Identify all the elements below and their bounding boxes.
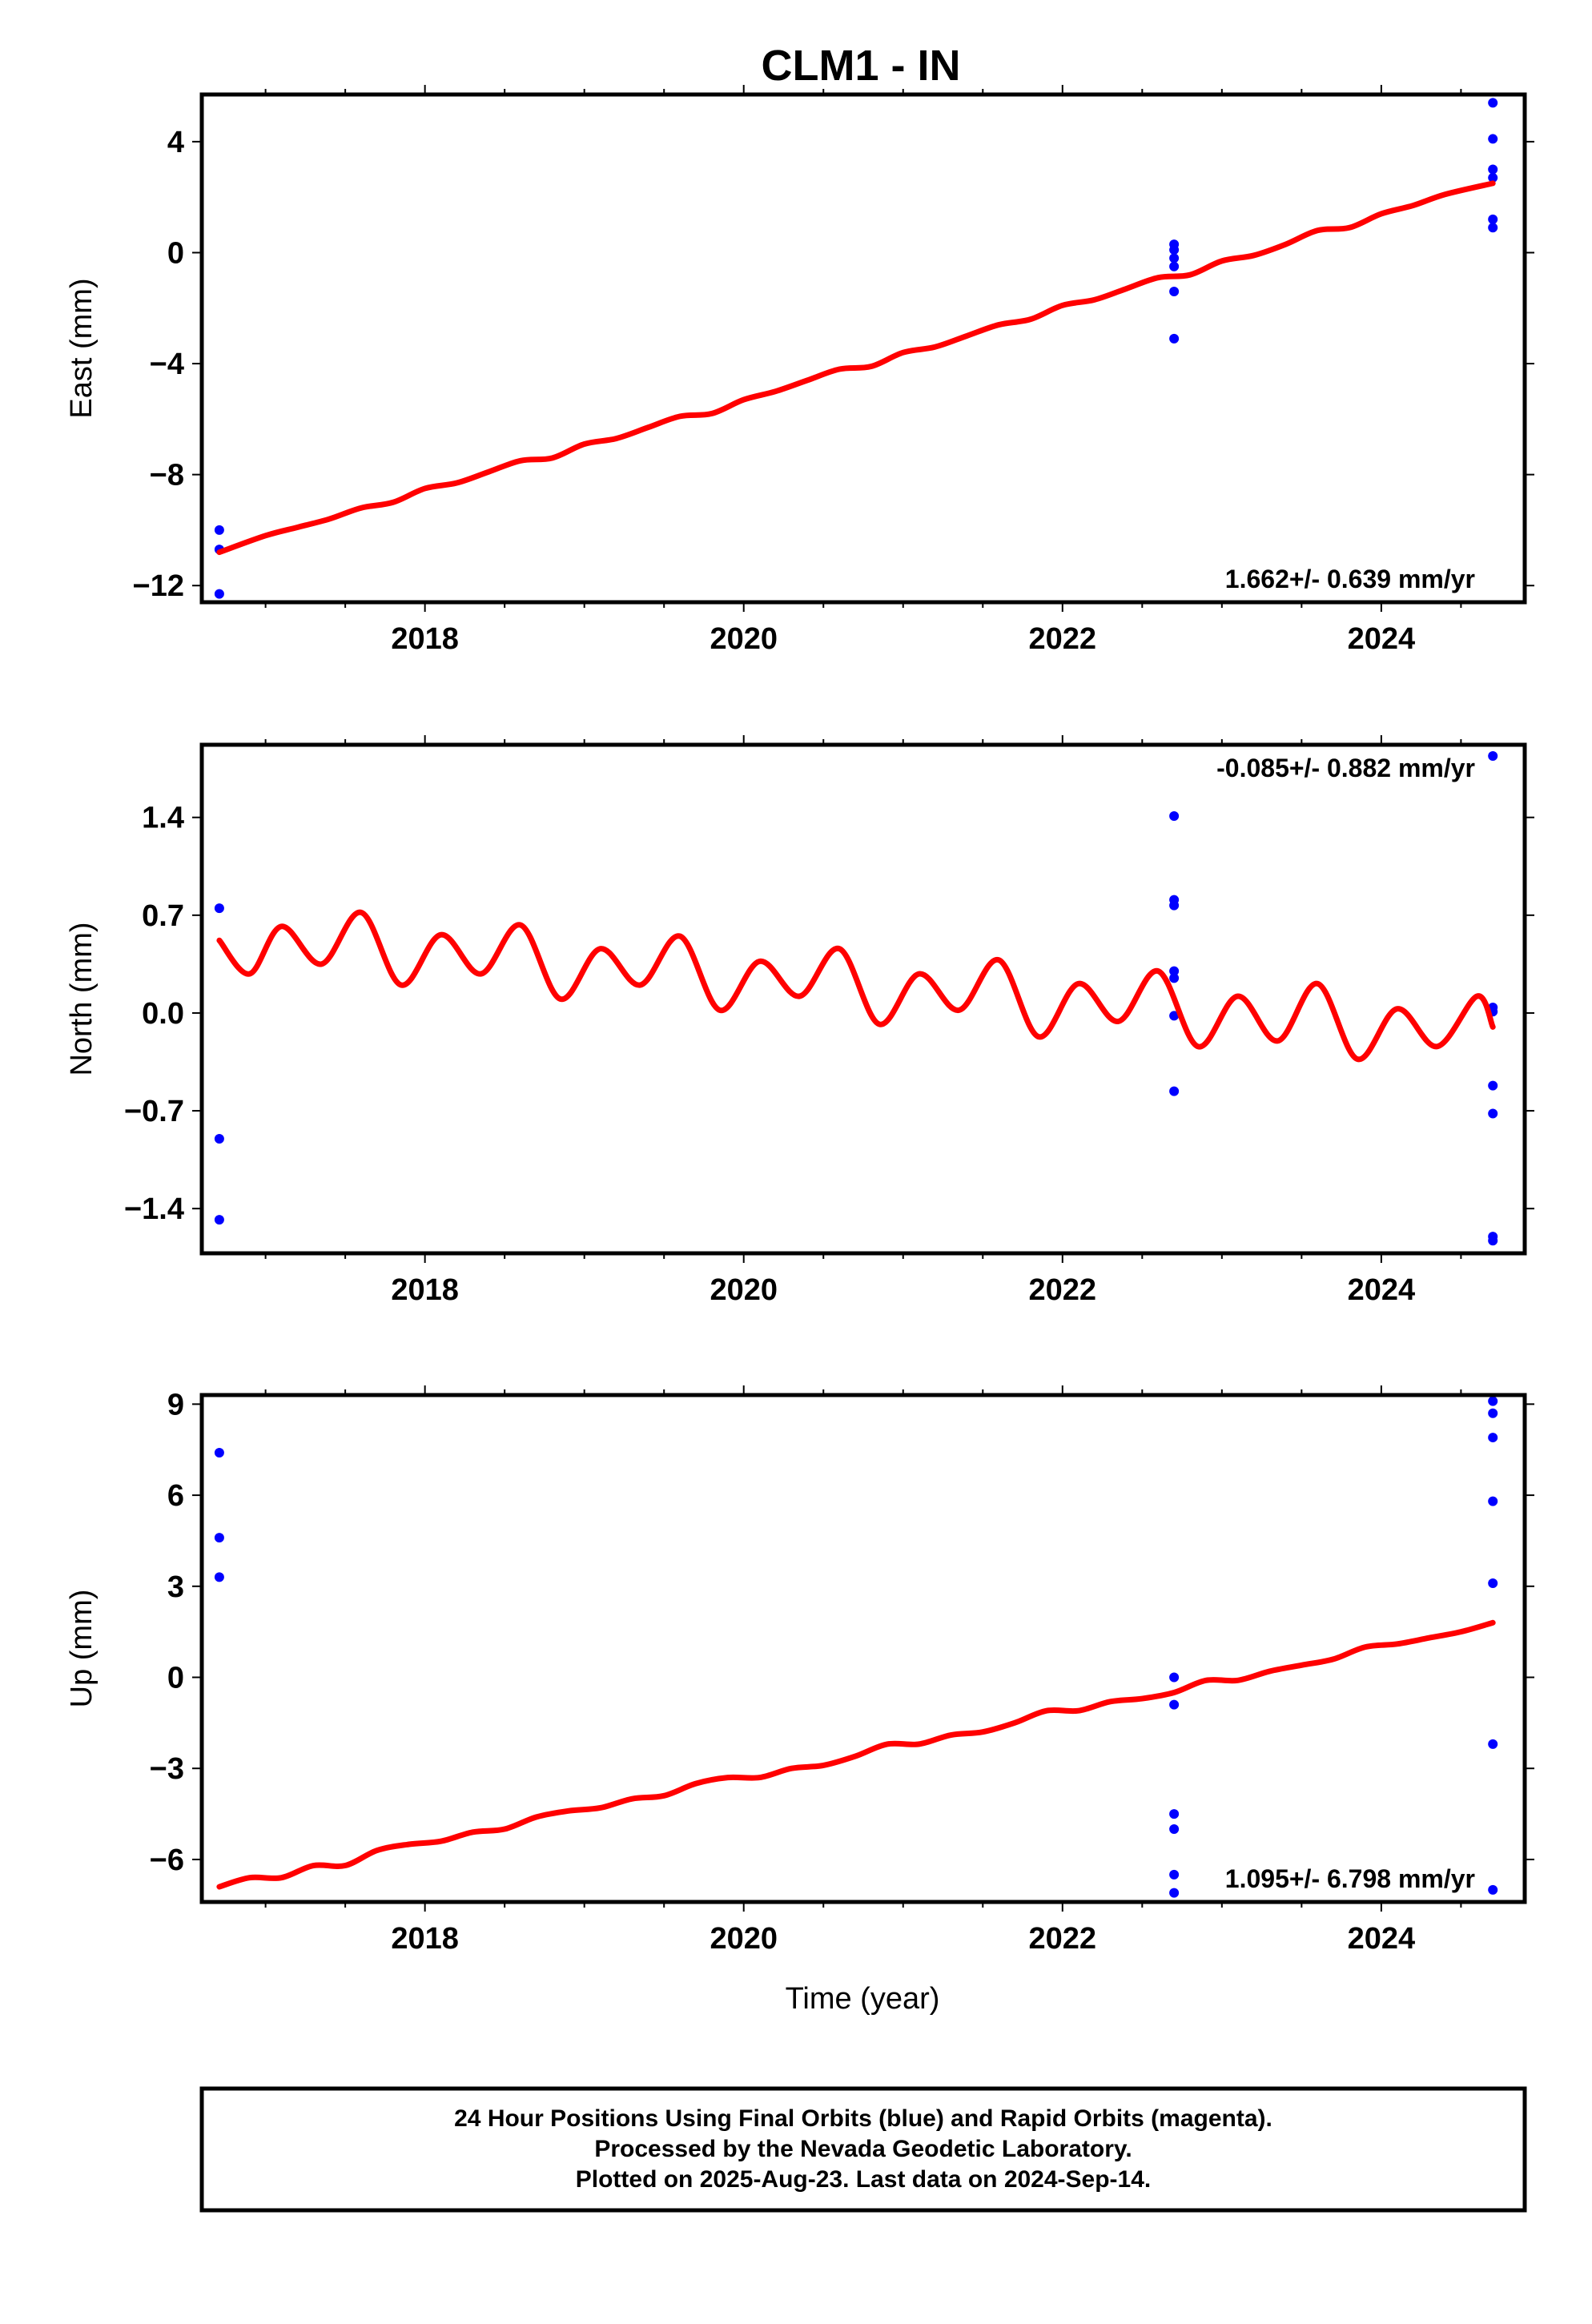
rate-annotation: 1.095+/- 6.798 mm/yr xyxy=(1225,1864,1475,1893)
y-tick-label: −3 xyxy=(150,1752,184,1786)
data-point xyxy=(1488,98,1498,108)
panel-north: 2018 2020 2022 2024 −1.4 −0.7 0.0 0.7 1.4 North (… xyxy=(65,735,1534,1307)
plot-area xyxy=(214,1396,1498,1898)
data-point xyxy=(214,525,224,535)
figure-title: CLM1 - IN xyxy=(762,42,961,90)
panels: 2018 2020 2022 2024 −12 −8 −4 0 4 East (mm) 1.662+… xyxy=(65,85,1534,1956)
data-point xyxy=(1488,1496,1498,1506)
y-tick-label: 0.0 xyxy=(142,997,184,1031)
x-tick-label: 2022 xyxy=(1029,1273,1097,1307)
data-point xyxy=(1169,1672,1180,1683)
panel-frame xyxy=(199,92,1527,605)
footer-line-1: 24 Hour Positions Using Final Orbits (bl… xyxy=(454,2105,1272,2132)
data-point xyxy=(1488,1578,1498,1589)
data-point xyxy=(1488,164,1498,175)
y-tick-label: 0 xyxy=(167,1662,184,1695)
data-point xyxy=(1169,1011,1180,1021)
x-tick-label: 2018 xyxy=(391,622,459,656)
x-tick-label: 2020 xyxy=(710,1273,778,1307)
data-point xyxy=(1169,253,1180,263)
data-point xyxy=(1488,1396,1498,1406)
data-point xyxy=(1169,245,1180,255)
rate-annotation: -0.085+/- 0.882 mm/yr xyxy=(1216,754,1475,782)
plot-area xyxy=(214,750,1498,1246)
y-axis-label: North (mm) xyxy=(65,922,98,1076)
x-axis-label: Time (year) xyxy=(786,1982,940,2016)
rate-annotation: 1.662+/- 0.639 mm/yr xyxy=(1225,565,1475,593)
y-tick-label: −12 xyxy=(133,569,184,603)
footer-box: 24 Hour Positions Using Final Orbits (bl… xyxy=(199,2086,1527,2213)
x-tick-label: 2024 xyxy=(1348,1922,1416,1956)
y-tick-label: −4 xyxy=(150,348,184,381)
data-point xyxy=(1488,1433,1498,1443)
panel-frame xyxy=(199,742,1527,1256)
y-axis-label: East (mm) xyxy=(65,278,98,418)
data-point xyxy=(214,1533,224,1543)
y-tick-label: 3 xyxy=(167,1570,184,1604)
panel-frame xyxy=(199,1393,1527,1904)
x-tick-label: 2022 xyxy=(1029,622,1097,656)
data-point xyxy=(1169,973,1180,983)
panel-east: 2018 2020 2022 2024 −12 −8 −4 0 4 East (mm) 1.662+… xyxy=(65,85,1534,656)
plot-area xyxy=(214,98,1498,599)
y-tick-label: 6 xyxy=(167,1479,184,1513)
y-tick-label: 1.4 xyxy=(142,802,184,835)
model-line xyxy=(216,1619,1496,1890)
data-point xyxy=(1488,1108,1498,1119)
data-point xyxy=(214,1215,224,1225)
data-point xyxy=(1169,261,1180,271)
x-tick-label: 2020 xyxy=(710,622,778,656)
data-point xyxy=(214,1133,224,1144)
footer-line-3: Plotted on 2025-Aug-23. Last data on 202… xyxy=(576,2166,1152,2193)
data-point xyxy=(1169,286,1180,296)
data-point xyxy=(1169,1086,1180,1096)
data-point xyxy=(214,1448,224,1458)
data-point xyxy=(1169,810,1180,821)
model-line xyxy=(216,180,1496,556)
x-tick-label: 2024 xyxy=(1348,622,1416,656)
panel-up: 2018 2020 2022 2024 −6 −3 0 3 6 9 Up (mm) 1.095+/- … xyxy=(65,1385,1534,1956)
x-tick-label: 2020 xyxy=(710,1922,778,1956)
data-point xyxy=(214,1572,224,1582)
y-tick-label: −0.7 xyxy=(124,1095,184,1128)
data-point xyxy=(1488,1884,1498,1895)
y-tick-label: 0 xyxy=(167,236,184,270)
x-tick-label: 2024 xyxy=(1348,1273,1416,1307)
data-point xyxy=(1488,1080,1498,1091)
data-point xyxy=(1488,134,1498,144)
data-point xyxy=(1488,1739,1498,1749)
data-point xyxy=(1488,172,1498,183)
data-point xyxy=(1169,333,1180,344)
data-point xyxy=(1169,966,1180,976)
data-point xyxy=(1488,214,1498,224)
data-point xyxy=(1488,1408,1498,1418)
y-tick-label: 9 xyxy=(167,1388,184,1421)
data-point xyxy=(214,903,224,914)
model-line xyxy=(216,909,1496,1063)
data-point xyxy=(214,589,224,599)
data-point xyxy=(1169,1809,1180,1819)
y-tick-label: −1.4 xyxy=(124,1192,184,1226)
x-tick-label: 2018 xyxy=(391,1273,459,1307)
data-point xyxy=(1169,900,1180,911)
y-tick-label: 0.7 xyxy=(142,899,184,933)
data-point xyxy=(1169,1869,1180,1880)
data-point xyxy=(1169,1699,1180,1710)
footer-line-2: Processed by the Nevada Geodetic Laborat… xyxy=(594,2136,1132,2162)
data-point xyxy=(1488,1236,1498,1246)
data-point xyxy=(1488,223,1498,233)
footer-frame xyxy=(199,2086,1527,2213)
data-point xyxy=(1488,750,1498,761)
x-tick-label: 2022 xyxy=(1029,1922,1097,1956)
y-tick-label: 4 xyxy=(167,126,184,159)
data-point xyxy=(1169,1824,1180,1835)
y-axis-label: Up (mm) xyxy=(65,1590,98,1708)
y-tick-label: −6 xyxy=(150,1844,184,1877)
data-point xyxy=(1169,1888,1180,1898)
x-tick-label: 2018 xyxy=(391,1922,459,1956)
y-tick-label: −8 xyxy=(150,459,184,493)
